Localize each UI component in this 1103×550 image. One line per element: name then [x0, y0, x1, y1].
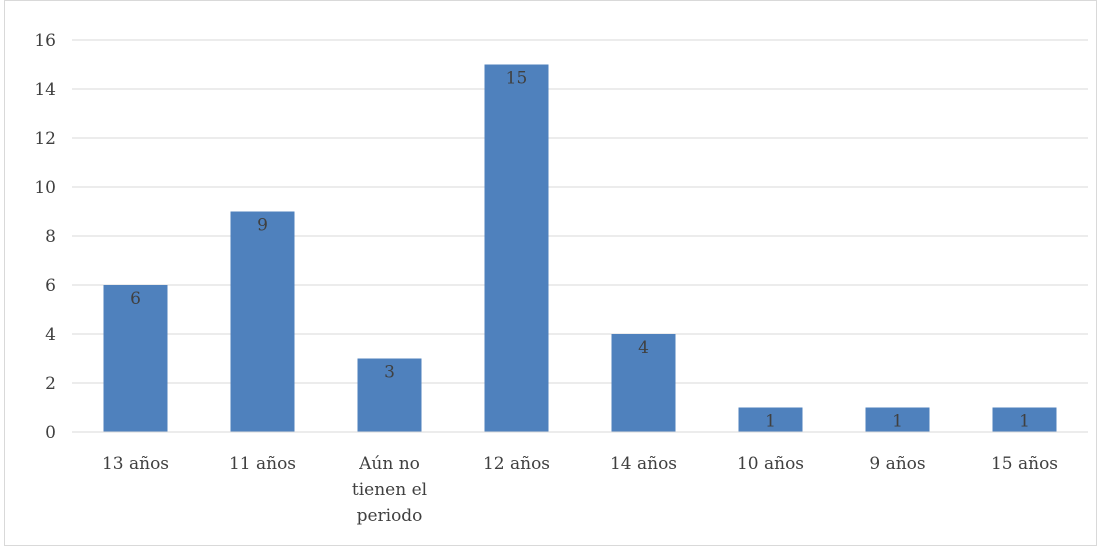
data-label: 3 [384, 363, 395, 383]
data-label: 9 [257, 216, 268, 236]
bar [484, 64, 549, 432]
bar [230, 211, 295, 432]
x-tick-label: 10 años [737, 454, 804, 474]
data-label: 15 [506, 69, 528, 89]
x-tick-label: 14 años [610, 454, 677, 474]
x-tick-label: 9 años [869, 454, 925, 474]
x-tick-label-line: 12 años [483, 454, 550, 474]
data-label: 1 [892, 412, 903, 432]
data-label: 6 [130, 289, 141, 309]
x-tick-label-line: 13 años [102, 454, 169, 474]
y-tick-label: 14 [34, 80, 56, 100]
bar [738, 407, 803, 432]
x-tick-label-line: tienen el [352, 480, 427, 500]
bar [357, 358, 422, 432]
bars [103, 64, 1057, 432]
x-tick-label: 12 años [483, 454, 550, 474]
y-tick-label: 8 [45, 227, 56, 247]
x-tick-label: Aún no tienen el periodo [352, 454, 427, 526]
x-tick-label: 15 años [991, 454, 1058, 474]
y-tick-label: 2 [45, 374, 56, 394]
x-tick-label-line: periodo [357, 506, 423, 526]
bar [865, 407, 930, 432]
x-tick-label-line: 14 años [610, 454, 677, 474]
y-tick-label: 12 [34, 129, 56, 149]
chart-frame [4, 0, 1097, 546]
x-tick-label-line: 9 años [869, 454, 925, 474]
x-tick-label: 11 años [229, 454, 296, 474]
data-label: 4 [638, 338, 649, 358]
y-tick-label: 16 [34, 31, 56, 51]
x-tick-label-line: 10 años [737, 454, 804, 474]
bar [611, 334, 676, 432]
y-tick-label: 4 [45, 325, 56, 345]
x-axis-ticks: 13 años 11 años Aún no tienen el periodo 12 a… [102, 454, 1058, 526]
x-tick-label-line: Aún no [358, 454, 420, 474]
x-tick-label-line: 11 años [229, 454, 296, 474]
gridlines [72, 39, 1088, 384]
y-tick-label: 6 [45, 276, 56, 296]
y-axis-ticks: 0 2 4 6 8 10 12 14 16 [34, 31, 56, 443]
x-tick-label-line: 15 años [991, 454, 1058, 474]
data-label: 1 [765, 412, 776, 432]
bar [992, 407, 1057, 432]
y-tick-label: 0 [45, 423, 56, 443]
y-tick-label: 10 [34, 178, 56, 198]
bar [103, 285, 168, 432]
x-tick-label: 13 años [102, 454, 169, 474]
data-labels: 6 9 3 15 4 1 1 1 [130, 69, 1030, 432]
data-label: 1 [1019, 412, 1030, 432]
